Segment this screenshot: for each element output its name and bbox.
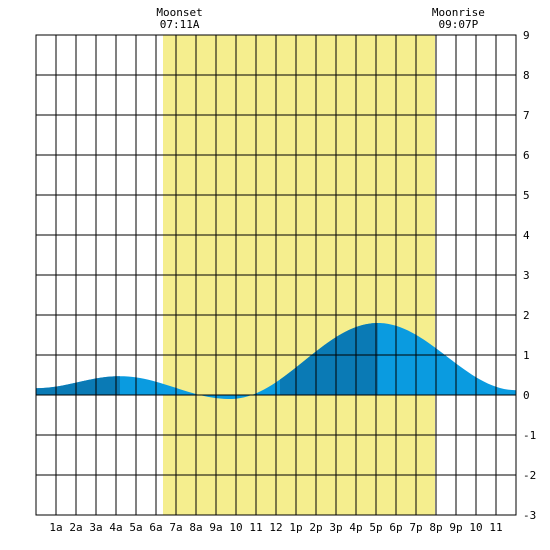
x-tick-label: 6p (389, 521, 402, 534)
x-tick-label: 9p (449, 521, 462, 534)
x-tick-label: 2p (309, 521, 322, 534)
moon-event-time: 07:11A (160, 18, 200, 31)
y-tick-label: -1 (523, 429, 536, 442)
x-tick-label: 10 (469, 521, 482, 534)
x-tick-label: 8p (429, 521, 442, 534)
y-tick-label: 8 (523, 69, 530, 82)
x-tick-label: 4a (109, 521, 122, 534)
y-axis-labels: 9 8 7 6 5 4 3 2 1 0 -1 -2 -3 (523, 29, 536, 522)
x-tick-label: 3p (329, 521, 342, 534)
y-tick-label: 0 (523, 389, 530, 402)
x-tick-label: 11 (249, 521, 262, 534)
x-axis-labels: 1a 2a 3a 4a 5a 6a 7a 8a 9a 10 11 12 1p 2p 3p 4p 5p 6p 7p 8p… (49, 521, 502, 534)
x-tick-label: 3a (89, 521, 102, 534)
x-tick-label: 11 (489, 521, 502, 534)
x-tick-label: 5a (129, 521, 142, 534)
x-tick-label: 8a (189, 521, 202, 534)
x-tick-label: 7a (169, 521, 182, 534)
moon-event-time: 09:07P (439, 18, 479, 31)
moon-event-label: Moonset (156, 6, 202, 19)
x-tick-label: 1p (289, 521, 302, 534)
tide-area-dark-segment (36, 376, 120, 395)
x-tick-label: 6a (149, 521, 162, 534)
plot-border (35, 34, 517, 516)
x-tick-label: 2a (69, 521, 82, 534)
y-tick-label: 3 (523, 269, 530, 282)
y-tick-label: 2 (523, 309, 530, 322)
y-tick-label: 6 (523, 149, 530, 162)
y-tick-label: -3 (523, 509, 536, 522)
y-tick-label: 1 (523, 349, 530, 362)
x-tick-label: 1a (49, 521, 62, 534)
y-tick-label: 4 (523, 229, 530, 242)
y-tick-label: -2 (523, 469, 536, 482)
moon-event-label: Moonrise (432, 6, 485, 19)
x-tick-label: 9a (209, 521, 222, 534)
x-tick-label: 12 (269, 521, 282, 534)
tide-area-dark-segment (280, 323, 378, 395)
x-tick-label: 10 (229, 521, 242, 534)
x-tick-label: 4p (349, 521, 362, 534)
x-tick-label: 7p (409, 521, 422, 534)
y-tick-label: 5 (523, 189, 530, 202)
x-tick-label: 5p (369, 521, 382, 534)
grid-layer (35, 34, 517, 516)
y-tick-label: 7 (523, 109, 530, 122)
y-tick-label: 9 (523, 29, 530, 42)
